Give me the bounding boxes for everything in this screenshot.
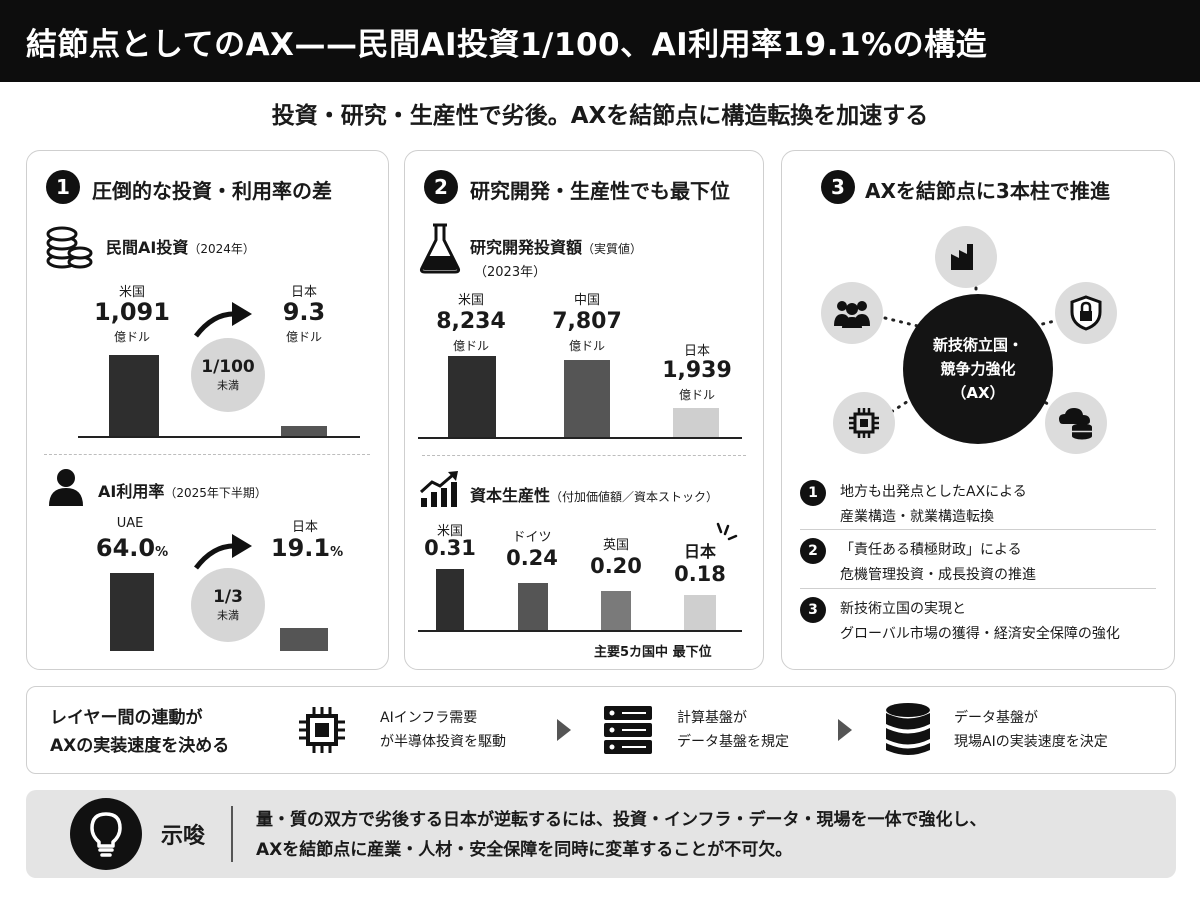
chart3-footnote: 主要5カ国中 最下位 [594,645,712,660]
chart1-bar-1 [280,627,328,651]
chart2-value-label-0: 8,234 [436,309,506,334]
chart3-bar-2 [601,591,631,631]
chart0-value-label-0: 1,091 [94,298,170,326]
chart3-category-label-3: 日本 [683,542,716,561]
chart1-value-label-1: 19.1% [270,534,344,562]
shield-lock-icon [1055,282,1117,344]
panel1-number: 1 [46,170,80,204]
chart0-unit-label-1: 億ドル [285,330,322,344]
implication-divider [231,806,233,862]
panel3-number: 3 [821,170,855,204]
page-title: 結節点としてのAX——民間AI投資1/100、AI利用率19.1%の構造 [26,26,988,63]
rnd-label: 研究開発投資額（実質値） [470,238,643,257]
chart3-baseline [418,630,742,632]
rnd-year-note: （2023年） [474,265,547,280]
arrow-right-icon [194,302,252,338]
ai-investment-label: 民間AI投資（2024年） [106,238,255,257]
chart2-value-label-1: 7,807 [552,309,622,334]
ratio-badge-investment: 1/100 未満 [191,338,265,412]
growth-chart-icon [419,471,458,507]
panel1-title: 圧倒的な投資・利用率の差 [92,179,332,203]
ratio-badge-usage: 1/3 未満 [191,568,265,642]
chart3-value-label-0: 0.31 [424,536,476,560]
flask-icon [419,223,461,274]
implication-label: 示唆 [161,824,206,849]
chart2-bar-1 [564,360,610,438]
arrow-right-icon [838,719,852,741]
layer-step-3-text: データ基盤が 現場AIの実装速度を決定 [954,710,1108,750]
chart1-category-label-0: UAE [116,516,144,531]
panel1-divider [44,454,370,455]
chart3-bar-3 [684,595,716,631]
chart0-value-label-1: 9.3 [282,298,326,326]
chart3-value-label-2: 0.20 [590,554,642,578]
layer-step-1-text: AIインフラ需要 が半導体投資を駆動 [380,710,506,750]
header-bar: 結節点としてのAX——民間AI投資1/100、AI利用率19.1%の構造 [0,0,1200,82]
chart1-category-label-1: 日本 [291,520,318,535]
implication-text: 量・質の双方で劣後する日本が逆転するには、投資・インフラ・データ・現場を一体で強… [256,810,987,860]
chart2-bar-0 [448,356,496,438]
chart3-category-label-2: 英国 [602,538,629,553]
chart3-bar-0 [436,569,464,631]
chart1-bar-0 [110,573,154,651]
chart0-bar-1 [281,426,327,437]
ax-hub: 新技術立国・ 競争力強化 （AX） [903,294,1053,444]
panel2-title: 研究開発・生産性でも最下位 [470,179,730,203]
people-icon [821,282,883,344]
panel2-number: 2 [424,170,458,204]
pillar-divider [800,529,1156,530]
chart2-category-label-2: 日本 [683,344,710,359]
chart2-baseline [418,437,742,439]
chart2-category-label-0: 米国 [457,293,484,308]
chart2-bar-2 [673,408,719,438]
chart0-bar-0 [109,355,159,437]
implication-box: 示唆 量・質の双方で劣後する日本が逆転するには、投資・インフラ・データ・現場を一… [26,790,1176,878]
database-icon [886,703,930,755]
chart3-category-label-0: 米国 [436,524,463,539]
chart3-bar-1 [518,583,548,631]
chart3-value-label-1: 0.24 [506,546,558,570]
lightbulb-icon [70,798,142,870]
chart2-unit-label-1: 億ドル [568,339,605,353]
panel3-title: AXを結節点に3本柱で推進 [865,179,1110,203]
chart2-category-label-1: 中国 [573,293,600,308]
chart0-unit-label-0: 億ドル [113,330,150,344]
chart3-category-label-1: ドイツ [512,530,552,545]
person-icon [49,469,83,506]
factory-icon [935,226,997,288]
layer-linkage-box [26,686,1176,774]
chart0-category-label-1: 日本 [290,285,317,300]
chip-icon [299,707,345,753]
ai-usage-label: AI利用率（2025年下半期） [98,482,267,501]
emphasis-marks-icon [716,522,738,541]
panel2-divider [422,455,746,456]
layer-step-2-text: 計算基盤が データ基盤を規定 [677,710,789,750]
pillar-divider [800,588,1156,589]
server-icon [604,706,652,754]
page-subtitle: 投資・研究・生産性で劣後。AXを結節点に構造転換を加速する [271,103,929,129]
chart1-value-label-0: 64.0% [95,534,169,562]
chart3-value-label-3: 0.18 [674,562,726,586]
chart0-baseline [78,436,360,438]
chart2-value-label-2: 1,939 [662,358,732,383]
layer-title: レイヤー間の連動が AXの実装速度を決める [50,708,230,756]
chart0-category-label-0: 米国 [118,285,145,300]
coins-icon [46,226,93,269]
arrow-right-icon [557,719,571,741]
cloud-database-icon [1045,392,1107,454]
chip-icon [833,392,895,454]
chart2-unit-label-0: 億ドル [452,339,489,353]
arrow-right-icon [194,534,252,570]
chart2-unit-label-2: 億ドル [678,388,715,402]
capital-productivity-label: 資本生産性（付加価値額／資本ストック） [470,486,719,505]
